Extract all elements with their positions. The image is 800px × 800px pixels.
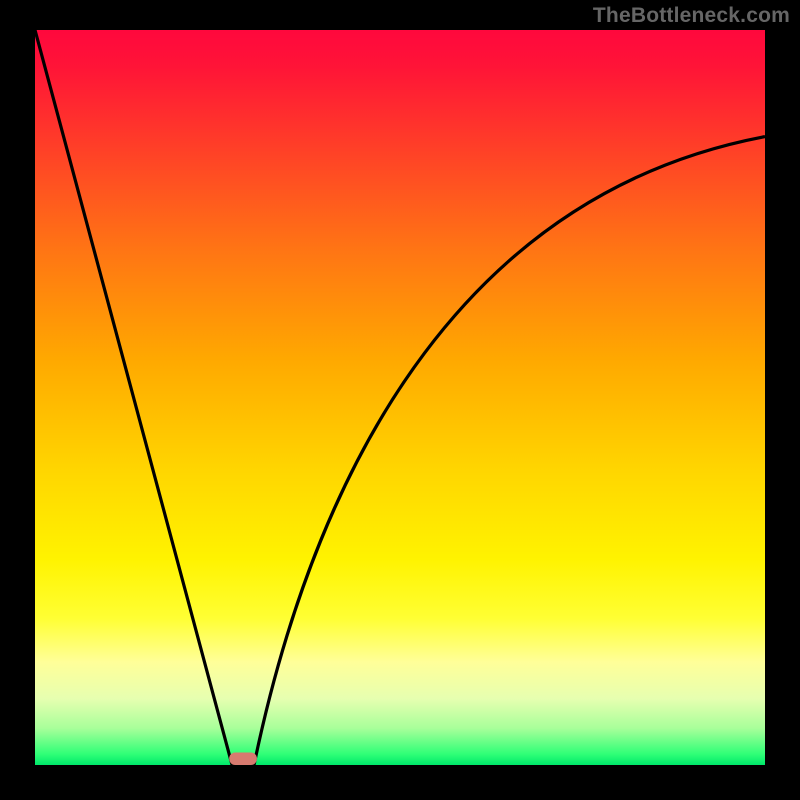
plot-background xyxy=(35,30,765,765)
optimal-marker xyxy=(229,753,257,765)
watermark-text: TheBottleneck.com xyxy=(593,4,790,28)
